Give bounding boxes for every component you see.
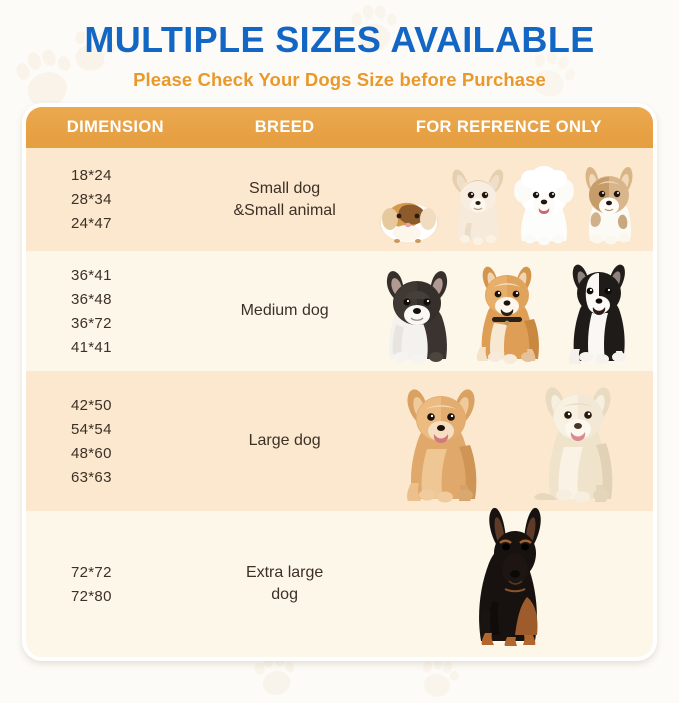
dimension-value: 36*72 xyxy=(71,314,112,332)
table-row: 42*50 54*54 48*60 63*63 Large dog xyxy=(26,371,653,511)
cell-dimensions: 36*41 36*48 36*72 41*41 xyxy=(26,263,205,359)
cell-dimensions: 72*72 72*80 xyxy=(26,560,205,608)
breed-line: Medium dog xyxy=(240,302,329,320)
dimension-value: 63*63 xyxy=(71,468,112,486)
breed-line: Extra large xyxy=(245,564,324,582)
column-header-breed: BREED xyxy=(254,118,315,136)
dimension-value: 48*60 xyxy=(71,444,112,462)
shiba-inu-image xyxy=(476,266,539,364)
breed-line: Large dog xyxy=(248,432,321,450)
cell-breed: Extra large dog xyxy=(205,562,365,605)
dimension-value: 36*48 xyxy=(71,290,112,308)
table-row: 18*24 28*34 24*47 Small dog &Small anima… xyxy=(26,148,653,251)
dimension-value: 28*34 xyxy=(71,191,112,208)
french-bulldog-image xyxy=(386,271,447,364)
corgi-image xyxy=(585,167,633,245)
paw-print-icon xyxy=(417,655,462,703)
dimension-value: 54*54 xyxy=(71,420,112,438)
dimension-value: 41*41 xyxy=(71,338,112,356)
doberman-pinscher-image xyxy=(478,507,541,646)
cell-breed: Large dog xyxy=(205,430,365,452)
cell-breed: Small dog &Small animal xyxy=(205,178,365,221)
table-row: 72*72 72*80 Extra large dog xyxy=(26,507,653,657)
hero-section: MULTIPLE SIZES AVAILABLE Please Check Yo… xyxy=(0,0,679,91)
dimension-value: 24*47 xyxy=(71,215,112,232)
border-collie-image xyxy=(568,264,626,364)
yellow-labrador-image xyxy=(534,387,613,503)
golden-retriever-image xyxy=(406,389,477,503)
cell-dimensions: 18*24 28*34 24*47 xyxy=(26,164,205,236)
cell-reference-images xyxy=(365,251,653,371)
bichon-frise-image xyxy=(513,166,574,245)
size-chart-table: DIMENSION BREED FOR REFRENCE ONLY 18*24 … xyxy=(26,107,653,657)
dimension-value: 72*80 xyxy=(71,587,112,605)
cell-reference-images xyxy=(365,371,653,511)
page-subtitle: Please Check Your Dogs Size before Purch… xyxy=(133,69,546,91)
cell-reference-images xyxy=(365,507,653,657)
guinea-pig-image xyxy=(379,202,440,243)
breed-line: &Small animal xyxy=(233,201,336,219)
cell-breed: Medium dog xyxy=(205,300,365,322)
dimension-value: 72*72 xyxy=(71,563,112,581)
page-title: MULTIPLE SIZES AVAILABLE xyxy=(84,19,595,60)
cell-dimensions: 42*50 54*54 48*60 63*63 xyxy=(26,393,205,489)
column-header-dimension: DIMENSION xyxy=(66,118,164,136)
column-header-reference: FOR REFRENCE ONLY xyxy=(415,118,602,136)
size-chart-card: DIMENSION BREED FOR REFRENCE ONLY 18*24 … xyxy=(22,103,657,661)
chihuahua-image xyxy=(452,169,504,245)
breed-line: dog xyxy=(271,586,298,603)
dimension-value: 18*24 xyxy=(71,167,112,184)
cell-reference-images xyxy=(365,148,653,251)
dimension-value: 36*41 xyxy=(71,266,112,284)
dimension-value: 42*50 xyxy=(71,396,112,414)
table-row: 36*41 36*48 36*72 41*41 Medium dog xyxy=(26,251,653,371)
breed-line: Small dog xyxy=(249,179,321,197)
table-header-row: DIMENSION BREED FOR REFRENCE ONLY xyxy=(26,107,653,148)
